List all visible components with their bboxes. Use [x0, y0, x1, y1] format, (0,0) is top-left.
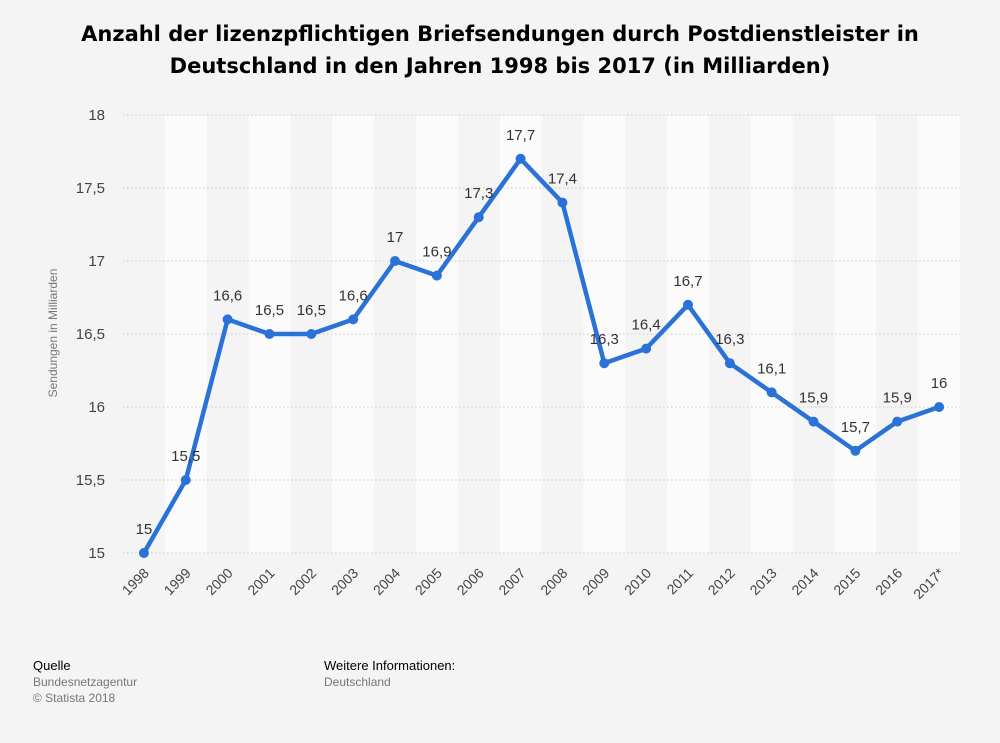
- chart-title-line-2: Deutschland in den Jahren 1998 bis 2017 …: [169, 54, 831, 78]
- data-label: 17,4: [548, 171, 577, 188]
- y-axis-label: Sendungen in Milliarden: [46, 269, 60, 398]
- data-point: [138, 548, 149, 558]
- data-point: [934, 402, 945, 412]
- data-point: [348, 314, 359, 325]
- x-tick-label: 2008: [537, 565, 570, 598]
- y-tick-label: 16,5: [76, 326, 105, 343]
- x-tick-label: 2017*: [910, 564, 948, 602]
- y-tick-label: 17: [88, 253, 105, 270]
- plot-band: [415, 115, 458, 553]
- data-label: 16,5: [255, 302, 284, 319]
- data-label: 16,5: [297, 302, 326, 319]
- x-tick-label: 2005: [412, 565, 445, 598]
- x-tick-label: 2003: [328, 565, 361, 598]
- x-tick-label: 2014: [788, 565, 821, 598]
- x-tick-label: 2006: [454, 565, 487, 598]
- x-tick-label: 2011: [663, 565, 696, 598]
- y-tick-label: 16: [88, 399, 105, 416]
- data-label: 16,1: [757, 360, 786, 377]
- plot-band: [457, 115, 500, 553]
- info-block: Weitere Informationen: Deutschland: [324, 658, 455, 690]
- copyright: © Statista 2018: [33, 691, 116, 705]
- data-label: 16,6: [213, 287, 242, 304]
- data-point: [808, 416, 819, 427]
- data-point: [306, 329, 317, 339]
- y-tick-label: 17,5: [76, 180, 105, 197]
- data-point: [431, 270, 442, 281]
- data-point: [682, 299, 693, 310]
- data-point: [766, 387, 777, 398]
- series-line-path: [141, 156, 942, 556]
- data-label: 16,4: [632, 317, 661, 334]
- info-value: Deutschland: [324, 675, 391, 689]
- info-heading: Weitere Informationen:: [324, 658, 456, 673]
- data-point: [222, 314, 233, 325]
- x-axis-ticks: 1998 1999 2000 2001 2002 2003 2004 2005 2006 2007…: [119, 564, 948, 602]
- data-point: [892, 416, 903, 427]
- data-point: [641, 343, 652, 354]
- data-point: [180, 475, 191, 485]
- x-tick-label: 2000: [202, 565, 235, 598]
- x-tick-label: 1999: [161, 565, 194, 598]
- y-axis-ticks: 15 15,5 16 16,5 17 17,5 18: [76, 107, 105, 562]
- chart-title: Anzahl der lizenzpflichtigen Briefsendun…: [0, 18, 1000, 82]
- data-points: [138, 153, 945, 558]
- data-label: 15: [136, 521, 153, 538]
- data-label: 17,7: [506, 127, 535, 144]
- chart-title-line-1: Anzahl der lizenzpflichtigen Briefsendun…: [81, 22, 919, 46]
- data-label: 17: [387, 229, 404, 246]
- x-tick-label: 2004: [370, 565, 403, 598]
- x-tick-label: 2010: [621, 565, 654, 598]
- data-label: 16,6: [339, 287, 368, 304]
- data-label: 15,5: [171, 448, 200, 465]
- data-label: 16,9: [422, 244, 451, 261]
- data-label: 16,3: [590, 331, 619, 348]
- x-tick-label: 2016: [872, 565, 905, 598]
- x-tick-label: 2001: [244, 565, 277, 598]
- data-label: 15,7: [841, 419, 870, 436]
- data-label: 15,9: [799, 390, 828, 407]
- x-tick-label: 2015: [830, 565, 863, 598]
- data-label: 16: [931, 375, 948, 392]
- plot-band: [499, 115, 542, 553]
- x-tick-label: 2002: [286, 565, 319, 598]
- data-point: [390, 256, 401, 266]
- y-tick-label: 15: [88, 545, 105, 562]
- data-point: [557, 197, 568, 208]
- source-block: Quelle Bundesnetzagentur © Statista 2018: [33, 658, 137, 706]
- line-chart: 15 15,5 16 16,5 17 17,5 18 1998 1999 2000 2001 200…: [46, 107, 960, 602]
- data-point: [724, 358, 735, 369]
- x-tick-label: 1998: [119, 565, 152, 598]
- x-tick-label: 2013: [746, 565, 779, 598]
- data-point: [850, 445, 861, 456]
- source-name: Bundesnetzagentur: [33, 675, 138, 689]
- data-label: 17,3: [464, 185, 493, 202]
- data-labels: 15 15,5 16,6 16,5 16,5 16,6 17 16,9 17,3 17,7 17,4…: [136, 127, 948, 538]
- data-point: [515, 153, 526, 164]
- x-tick-label: 2009: [579, 565, 612, 598]
- y-tick-label: 18: [88, 107, 105, 124]
- data-label: 16,7: [673, 273, 702, 290]
- data-point: [264, 329, 275, 339]
- data-label: 15,9: [883, 390, 912, 407]
- x-tick-label: 2012: [705, 565, 738, 598]
- x-tick-label: 2007: [495, 565, 528, 598]
- y-tick-label: 15,5: [76, 472, 105, 489]
- data-point: [599, 358, 610, 369]
- data-label: 16,3: [715, 331, 744, 348]
- data-point: [473, 212, 484, 223]
- series-line: [141, 156, 942, 556]
- source-heading: Quelle: [33, 658, 71, 673]
